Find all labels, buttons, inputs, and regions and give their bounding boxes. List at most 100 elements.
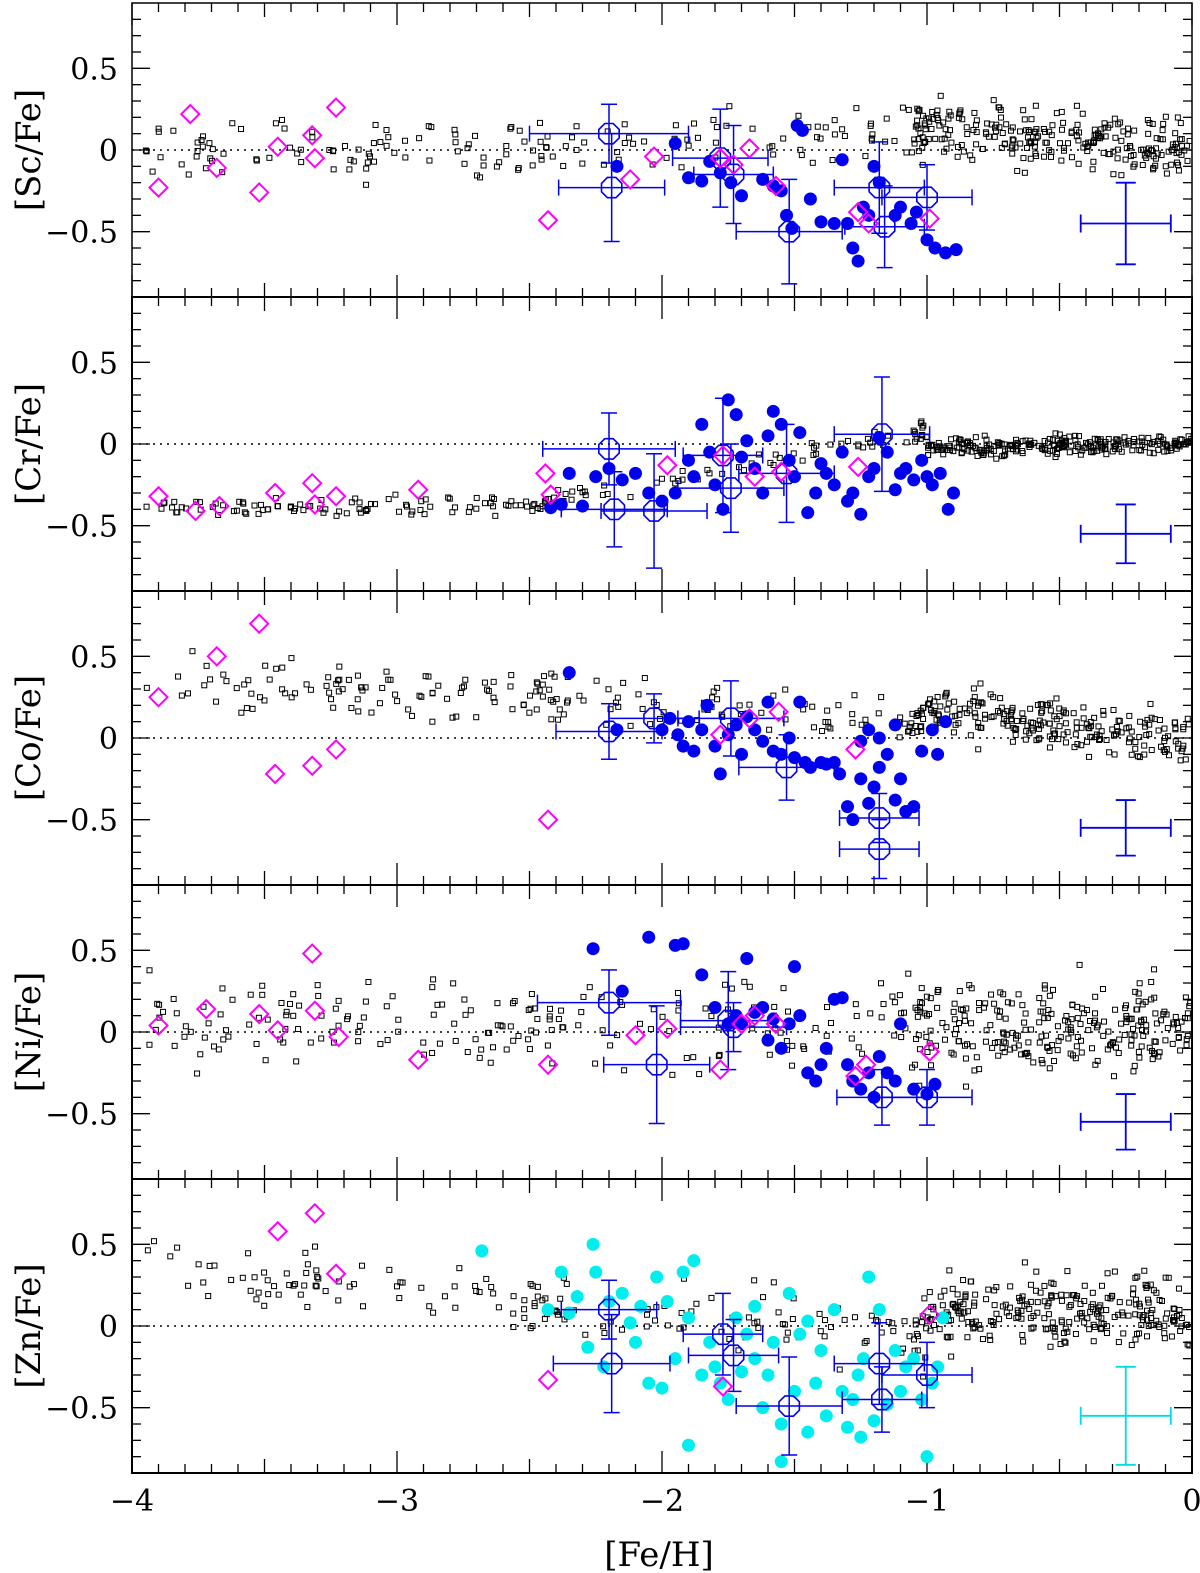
literature-point	[1055, 441, 1062, 448]
filled-point	[814, 1058, 828, 1072]
literature-point	[562, 490, 569, 497]
literature-point	[1012, 731, 1019, 738]
literature-point	[184, 690, 191, 697]
literature-point	[949, 713, 956, 720]
literature-point	[1145, 1296, 1152, 1303]
literature-point	[770, 692, 777, 699]
diamond-point	[739, 707, 760, 729]
open-point	[542, 412, 676, 486]
literature-point	[1034, 1309, 1041, 1316]
literature-point	[1170, 1019, 1177, 1026]
literature-point	[1148, 978, 1155, 985]
literature-point	[1103, 1330, 1110, 1337]
literature-point	[751, 1277, 758, 1284]
y-tick-label: −0.5	[45, 804, 118, 839]
literature-point	[809, 159, 816, 166]
filled-point	[801, 506, 815, 520]
literature-point	[1096, 736, 1103, 743]
literature-point	[409, 508, 416, 515]
filled-point	[920, 233, 934, 247]
literature-point	[356, 499, 363, 506]
literature-point	[1126, 1299, 1133, 1306]
literature-point	[287, 144, 294, 151]
literature-point	[531, 500, 538, 507]
literature-point	[1131, 1032, 1138, 1039]
literature-point	[1115, 1339, 1122, 1346]
filled-point	[708, 1360, 722, 1374]
literature-point	[910, 1336, 917, 1343]
literature-point	[367, 500, 374, 507]
literature-point	[303, 1269, 310, 1276]
literature-point	[205, 1020, 212, 1027]
y-tick-label: −0.5	[45, 1098, 118, 1133]
literature-point	[1035, 133, 1042, 140]
literature-point	[377, 139, 384, 146]
literature-point	[1003, 121, 1010, 128]
literature-point	[185, 171, 192, 178]
literature-point	[903, 149, 910, 156]
literature-point	[529, 1282, 536, 1289]
literature-point	[201, 682, 208, 689]
literature-point	[1164, 1025, 1171, 1032]
literature-point	[1000, 1029, 1007, 1036]
literature-point	[1168, 1333, 1175, 1340]
literature-point	[1026, 443, 1033, 450]
literature-point	[971, 1299, 978, 1306]
filled-point	[615, 984, 629, 998]
literature-point	[461, 160, 468, 167]
filled-point	[939, 246, 953, 260]
literature-point	[964, 1334, 971, 1341]
literature-point	[1118, 729, 1125, 736]
literature-point	[963, 1083, 970, 1090]
literature-point	[929, 441, 936, 448]
literature-point	[517, 502, 524, 509]
literature-point	[508, 124, 515, 131]
open-point	[833, 376, 931, 493]
filled-point	[562, 1306, 576, 1320]
literature-point	[364, 159, 371, 166]
literature-point	[679, 467, 686, 474]
literature-point	[524, 503, 531, 510]
literature-point	[915, 108, 922, 115]
literature-point	[630, 140, 637, 147]
literature-point	[914, 1347, 921, 1354]
literature-point	[1120, 1330, 1127, 1337]
literature-point	[233, 685, 240, 692]
literature-point	[878, 694, 885, 701]
literature-point	[1019, 718, 1026, 725]
literature-point	[691, 120, 698, 127]
diamond-point	[248, 182, 270, 203]
literature-point	[157, 154, 164, 161]
literature-point	[983, 1027, 990, 1034]
literature-point	[1057, 1341, 1064, 1348]
literature-point	[943, 1333, 950, 1340]
literature-point	[946, 108, 953, 115]
literature-point	[343, 510, 350, 517]
literature-point	[294, 150, 301, 157]
literature-point	[1177, 120, 1184, 127]
literature-point	[330, 704, 337, 711]
literature-point	[760, 1294, 767, 1301]
literature-point	[1132, 988, 1139, 995]
literature-point	[370, 140, 377, 147]
literature-point	[261, 1269, 268, 1276]
literature-point	[1008, 717, 1015, 724]
literature-point	[1019, 1002, 1026, 1009]
filled-point	[541, 1303, 555, 1317]
literature-point	[362, 684, 369, 691]
literature-point	[1138, 434, 1145, 441]
filled-point	[554, 1265, 568, 1279]
literature-point	[383, 1003, 390, 1010]
literature-point	[977, 1325, 984, 1332]
literature-point	[1018, 1315, 1025, 1322]
filled-point	[872, 760, 886, 774]
literature-point	[1028, 725, 1035, 732]
literature-point	[290, 991, 297, 998]
literature-point	[822, 124, 829, 131]
literature-point	[521, 1297, 528, 1304]
literature-point	[1007, 1283, 1014, 1290]
panel-5: −0.500.5[Zn/Fe]−4 −3 −2 −1 0	[9, 1178, 1200, 1519]
literature-point	[1050, 727, 1057, 734]
literature-point	[862, 153, 869, 160]
literature-point	[222, 1027, 229, 1034]
